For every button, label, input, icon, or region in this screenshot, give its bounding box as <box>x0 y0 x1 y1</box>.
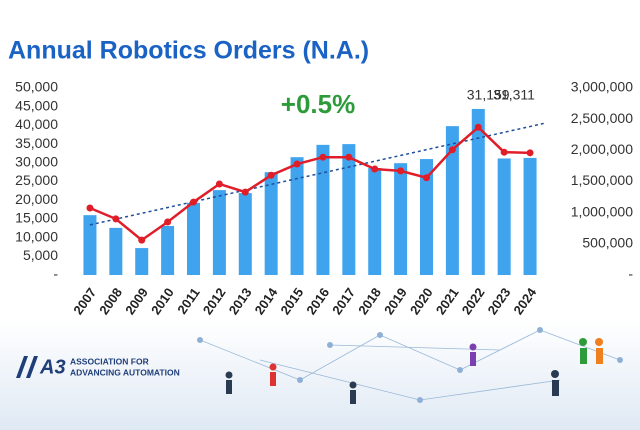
bar <box>420 159 433 275</box>
line-point <box>215 180 223 188</box>
line <box>89 125 531 242</box>
x-tick-label: 2011 <box>174 285 202 317</box>
bar <box>368 168 382 275</box>
bar <box>161 226 175 275</box>
bar <box>264 172 278 275</box>
logo-shape <box>16 356 38 378</box>
network-nodes <box>197 327 623 403</box>
x-tick-label: 2015 <box>277 285 306 317</box>
x-tick-label: 2024 <box>510 284 539 317</box>
y-tick-label: 20,000 <box>15 191 58 207</box>
logo: A3 ASSOCIATION FOR ADVANCING AUTOMATION <box>16 356 180 378</box>
y-tick-label: 25,000 <box>15 172 58 188</box>
x-tick-label: 2017 <box>329 285 358 317</box>
bar <box>83 215 97 275</box>
x-tick-label: 2014 <box>252 284 281 317</box>
x-tick-label: 2023 <box>485 285 514 317</box>
logo-mark: A3 <box>39 356 66 378</box>
y-tick-label: 30,000 <box>15 154 58 170</box>
line-point <box>241 188 249 196</box>
x-tick-label: 2007 <box>70 285 99 317</box>
line-point <box>345 153 353 161</box>
y2-tick-label: - <box>628 266 633 282</box>
line-point <box>112 215 120 223</box>
bar <box>471 108 485 275</box>
x-tick-label: 2021 <box>433 285 462 317</box>
bar <box>342 144 356 275</box>
x-tick-label: 2022 <box>459 285 488 317</box>
logo-text: ADVANCING AUTOMATION <box>70 367 180 377</box>
y-tick-label: 45,000 <box>15 97 58 113</box>
y-tick-label: 35,000 <box>15 135 58 151</box>
bar <box>109 227 123 275</box>
chart-title: Annual Robotics Orders (N.A.) <box>8 37 369 65</box>
y-tick-label: 50,000 <box>15 79 58 95</box>
bar <box>290 157 304 275</box>
y-tick-label: - <box>53 266 58 282</box>
line-point <box>448 146 456 154</box>
y2-tick-label: 500,000 <box>582 235 633 251</box>
people <box>225 338 603 404</box>
line-point <box>474 123 482 131</box>
line-point <box>319 153 327 161</box>
y2-tick-label: 1,000,000 <box>571 203 633 219</box>
x-tick-label: 2010 <box>148 285 177 317</box>
y-tick-label: 40,000 <box>15 116 58 132</box>
data-label: 31,159 <box>467 87 510 103</box>
bar <box>523 157 537 275</box>
x-tick-label: 2018 <box>355 285 384 317</box>
y2-tick-label: 3,000,000 <box>571 79 633 95</box>
line-point <box>293 160 301 168</box>
line-point <box>423 174 430 182</box>
line-point <box>397 167 405 175</box>
bar <box>497 158 511 275</box>
line-point <box>164 218 172 226</box>
bar <box>212 190 226 275</box>
x-tick-label: 2020 <box>407 285 436 317</box>
x-tick-label: 2012 <box>200 285 229 317</box>
y-tick-label: 10,000 <box>15 228 58 244</box>
x-tick-label: 2009 <box>122 285 151 317</box>
y2-tick-label: 2,500,000 <box>571 110 633 126</box>
y-tick-label: 15,000 <box>15 210 58 226</box>
y-tick-label: 5,000 <box>23 247 58 263</box>
line-point <box>190 198 197 206</box>
line-point <box>526 149 534 157</box>
y2-tick-label: 1,500,000 <box>571 172 633 188</box>
x-tick-label: 2019 <box>381 285 410 317</box>
bar <box>187 202 200 275</box>
line-point <box>267 171 275 179</box>
bar <box>238 193 252 275</box>
annotation: +0.5% <box>281 89 355 119</box>
x-tick-label: 2008 <box>96 285 125 317</box>
y2-tick-label: 2,000,000 <box>571 141 633 157</box>
bar <box>316 144 330 275</box>
bar <box>445 126 459 275</box>
x-tick-label: 2013 <box>226 285 255 317</box>
line-point <box>371 165 379 173</box>
line-point <box>500 148 508 156</box>
x-tick-label: 2016 <box>303 285 332 317</box>
data-label: 31,311 <box>493 87 535 103</box>
line-point <box>138 236 146 244</box>
bar <box>394 163 408 275</box>
line-point <box>86 204 94 212</box>
bar <box>135 248 149 275</box>
logo-text: ASSOCIATION FOR <box>70 356 149 366</box>
